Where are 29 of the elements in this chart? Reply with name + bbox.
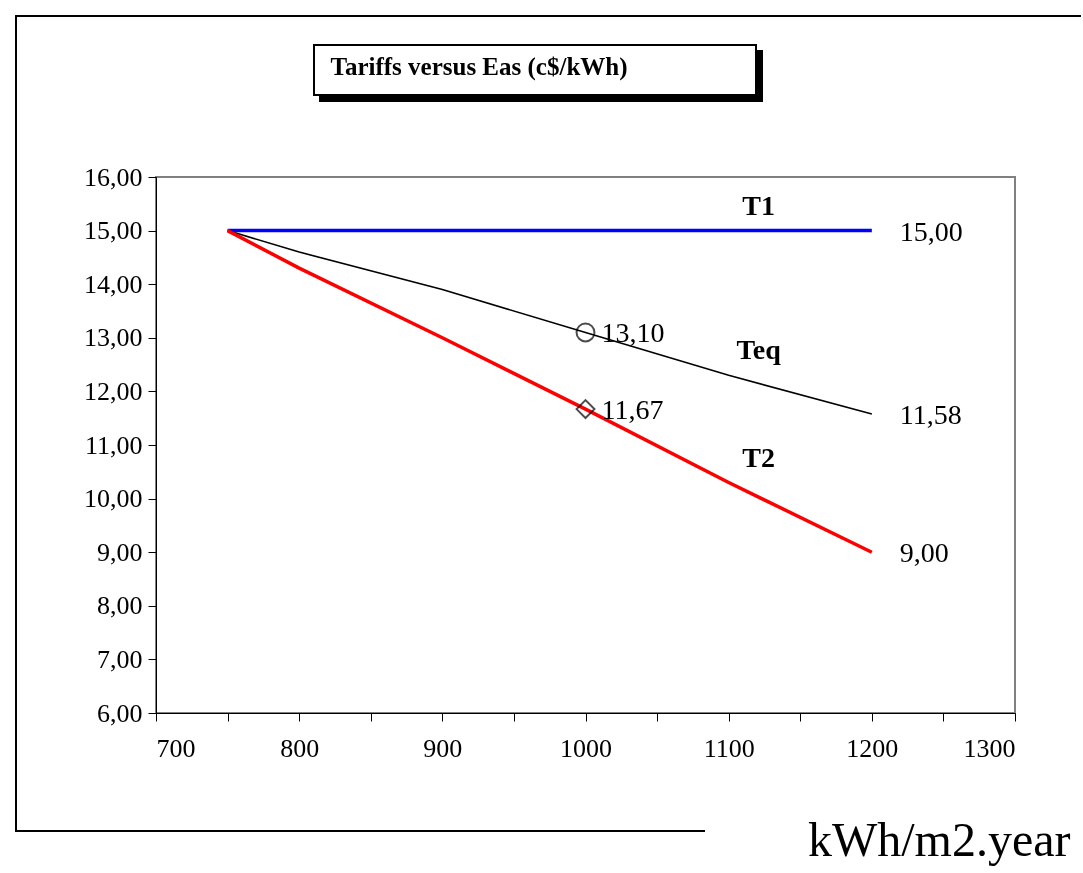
data-label: 11,58 (899, 398, 962, 430)
series-label: Teq (736, 334, 782, 366)
y-tick-label: 9,00 (97, 537, 143, 567)
series-label: T1 (742, 189, 776, 221)
y-tick-label: 6,00 (97, 698, 143, 728)
x-axis-title: kWh/m2.year (807, 812, 1071, 866)
x-tick-label: 800 (280, 733, 320, 763)
y-tick-label: 12,00 (84, 376, 143, 406)
data-label: 11,67 (601, 394, 664, 426)
x-tick-label: 1200 (846, 733, 899, 763)
y-tick-label: 10,00 (84, 484, 143, 514)
y-tick-label: 8,00 (97, 591, 143, 621)
series-label: T2 (742, 441, 776, 473)
y-tick-label: 14,00 (84, 269, 143, 299)
x-tick-label: 700 (156, 733, 196, 763)
chart-title: Tariffs versus Eas (c$/kWh) (330, 53, 628, 81)
y-tick-label: 15,00 (84, 216, 143, 246)
y-tick-label: 11,00 (84, 430, 143, 460)
data-label: 13,10 (601, 317, 665, 349)
x-tick-label: 900 (423, 733, 463, 763)
x-tick-label: 1000 (560, 733, 612, 763)
data-label: 15,00 (899, 215, 963, 247)
data-label: 9,00 (899, 537, 949, 569)
y-tick-label: 13,00 (84, 323, 143, 353)
y-tick-label: 7,00 (97, 644, 143, 674)
line-series (225, 228, 874, 554)
y-tick-label: 16,00 (84, 162, 143, 192)
x-tick-label: 1300 (963, 733, 1016, 763)
x-tick-label: 1100 (703, 733, 755, 763)
